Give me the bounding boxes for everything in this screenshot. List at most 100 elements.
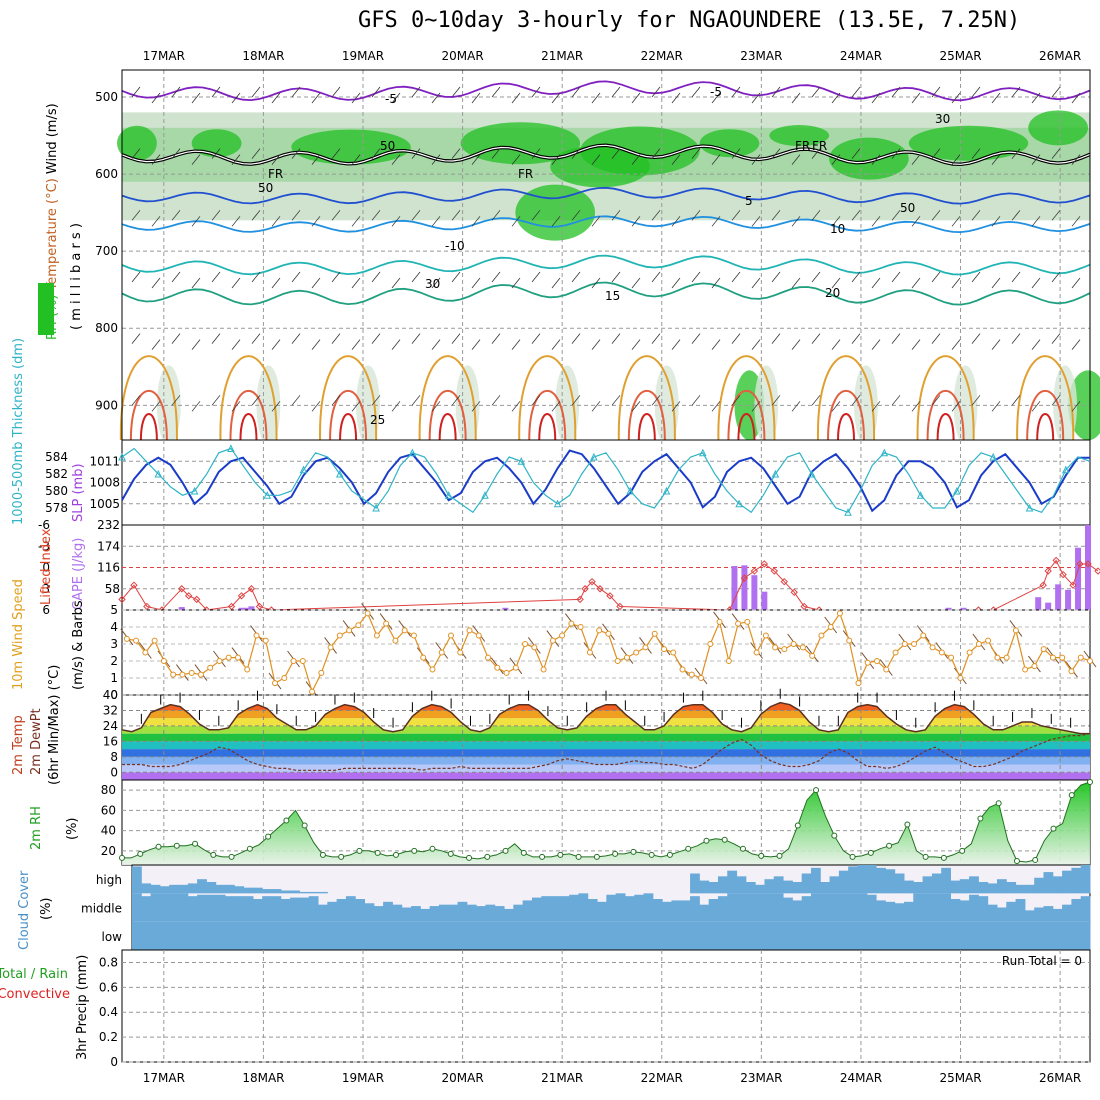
wind-barb bbox=[991, 401, 1001, 412]
cloud-bar-middle bbox=[438, 904, 449, 922]
rh2m-units: (%) bbox=[65, 818, 80, 841]
li-marker bbox=[118, 595, 126, 604]
wind-marker bbox=[373, 632, 380, 639]
thickness-marker bbox=[1025, 503, 1034, 512]
wind-barb bbox=[711, 339, 721, 350]
cloud-bar-middle bbox=[345, 896, 356, 922]
wind-barb bbox=[851, 395, 861, 406]
wind-barb bbox=[411, 148, 421, 159]
wind-marker bbox=[753, 649, 760, 656]
rh-low-patch bbox=[654, 365, 679, 446]
date-label-top: 18MAR bbox=[242, 49, 284, 63]
wind-barb bbox=[191, 216, 201, 227]
cloud-bar-middle bbox=[652, 899, 663, 922]
wind-barb bbox=[611, 148, 621, 159]
wind-barb bbox=[551, 277, 561, 289]
cloud-bar-low bbox=[531, 921, 542, 950]
wind-barb bbox=[411, 86, 421, 98]
wind-barb bbox=[951, 339, 961, 350]
rh-area bbox=[122, 782, 1090, 865]
cloud-bar-high bbox=[820, 882, 831, 894]
li-marker bbox=[576, 595, 584, 604]
cloud-bar-low bbox=[717, 921, 728, 950]
rh-low-patch bbox=[256, 365, 281, 446]
temp-contour-hottest bbox=[1036, 412, 1055, 441]
slp-tick: 1008 bbox=[89, 476, 120, 490]
rh-moist-patch bbox=[829, 137, 909, 180]
wind-barb bbox=[651, 271, 661, 283]
wind-barb bbox=[691, 210, 701, 221]
cloud-bar-middle bbox=[1043, 906, 1054, 922]
cape-tick: 58 bbox=[105, 582, 120, 596]
cape-bar bbox=[248, 606, 255, 610]
cloud-bar-middle bbox=[187, 896, 198, 922]
cloud-bar-middle bbox=[643, 893, 654, 922]
wind-barb bbox=[891, 210, 901, 221]
wind-barb bbox=[571, 210, 581, 221]
wind-barb bbox=[831, 401, 841, 412]
wind-marker bbox=[383, 620, 390, 627]
rh-marker bbox=[1032, 856, 1039, 863]
wind-barb bbox=[211, 333, 221, 344]
cloud-bar-high bbox=[792, 882, 803, 894]
cloud-bar-high bbox=[764, 879, 775, 894]
contour-label: 5 bbox=[745, 194, 753, 208]
wind-barb bbox=[151, 154, 161, 165]
wind-barb bbox=[471, 216, 481, 227]
cloud-level-label: high bbox=[96, 873, 122, 887]
rh-marker bbox=[904, 821, 911, 828]
li-marker bbox=[1059, 570, 1067, 579]
thickness-marker bbox=[698, 448, 707, 457]
contour-label: -5 bbox=[710, 85, 722, 99]
cloud-bar-high bbox=[903, 880, 914, 894]
precip-conv-label: Convective bbox=[0, 987, 70, 1002]
cloud-bar-low bbox=[243, 921, 254, 950]
cloud-bar-middle bbox=[829, 893, 840, 922]
wind-marker bbox=[948, 654, 955, 661]
cloud-bar-low bbox=[308, 921, 319, 950]
contour-label: -5 bbox=[385, 92, 397, 106]
cloud-bar-middle bbox=[876, 900, 886, 922]
temp-contour-hottest bbox=[737, 412, 756, 441]
cloud-bar-low bbox=[383, 921, 393, 950]
wind-barb bbox=[691, 148, 701, 159]
slp-label-group2: SLP (mb) bbox=[71, 463, 86, 522]
cloud-bar-middle bbox=[662, 901, 672, 922]
wind-barb bbox=[211, 86, 221, 98]
cloud-bar-middle bbox=[894, 903, 905, 922]
cloud-bar-high bbox=[848, 866, 858, 894]
wind-marker bbox=[531, 644, 538, 651]
wind-barb bbox=[751, 339, 761, 350]
wind-barb bbox=[711, 277, 721, 289]
temp-contour bbox=[121, 186, 1091, 205]
wind-barb bbox=[651, 148, 661, 159]
cape-bar bbox=[761, 591, 768, 610]
wind-tick: 1 bbox=[110, 671, 118, 685]
cloud-bar-high bbox=[206, 882, 217, 894]
wind-marker bbox=[346, 627, 353, 634]
wind-barb bbox=[651, 333, 661, 344]
cloud-bar-middle bbox=[978, 896, 989, 922]
li-marker bbox=[1039, 581, 1047, 589]
cloud-bar-high bbox=[829, 876, 840, 894]
cloud-bar-middle bbox=[178, 893, 189, 922]
cloud-bar-high bbox=[773, 876, 784, 894]
wind-marker bbox=[503, 669, 510, 676]
wind-marker bbox=[1049, 654, 1056, 661]
thick-tick: 582 bbox=[45, 467, 68, 481]
wind-barb bbox=[1071, 92, 1081, 104]
temp-band bbox=[122, 710, 1090, 719]
cloud-bar-low bbox=[634, 921, 645, 950]
temp-contour bbox=[121, 215, 1091, 234]
wind-marker bbox=[309, 688, 316, 695]
cloud-bar-middle bbox=[615, 893, 626, 922]
temp-contour-hot bbox=[129, 390, 168, 441]
rh-tick: 20 bbox=[101, 844, 116, 858]
wind-barb bbox=[971, 395, 981, 406]
cloud-bar-low bbox=[345, 921, 356, 950]
wind-barb bbox=[731, 86, 741, 98]
wind-marker bbox=[901, 641, 908, 647]
cloud-bar-middle bbox=[903, 901, 914, 922]
precip-frame bbox=[121, 949, 1091, 1063]
date-label-top: 25MAR bbox=[939, 49, 981, 63]
